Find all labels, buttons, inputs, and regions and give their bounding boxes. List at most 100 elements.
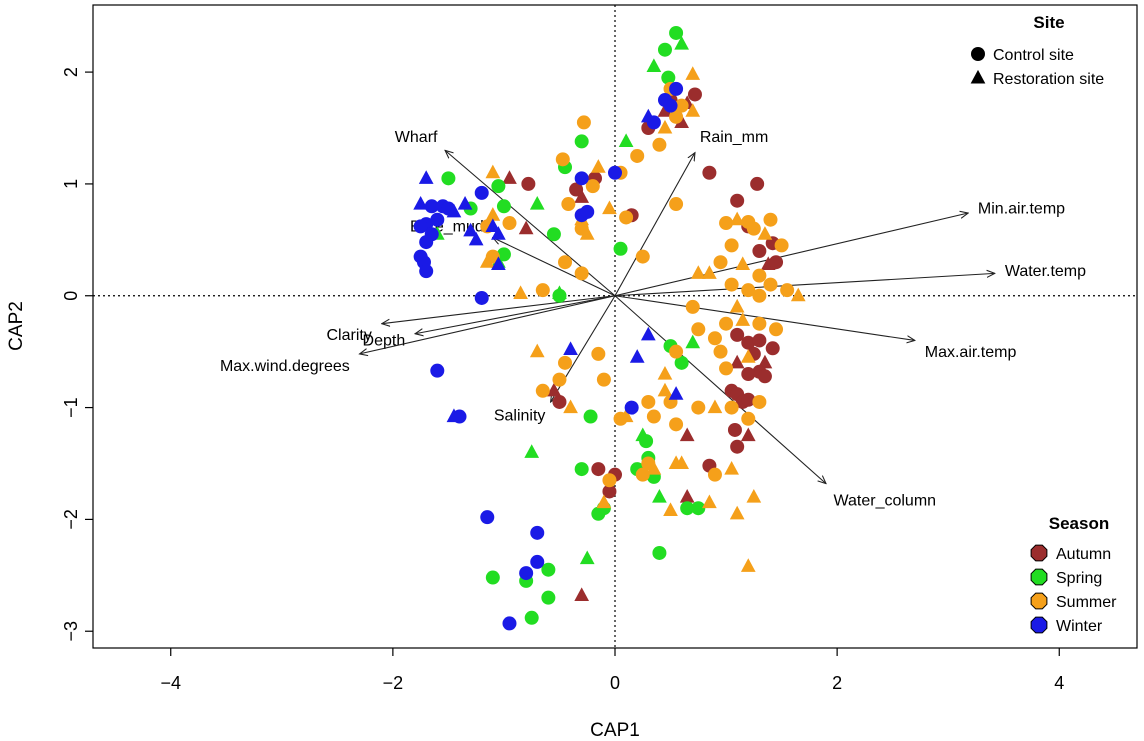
data-point-summer-circle xyxy=(752,394,767,409)
data-point-spring-triangle xyxy=(618,133,634,147)
data-point-summer-triangle xyxy=(663,502,678,516)
data-point-summer-circle xyxy=(669,417,684,432)
data-point-spring-triangle xyxy=(652,488,667,503)
legend-swatch-spring xyxy=(1030,568,1048,586)
legend-label-summer: Summer xyxy=(1056,594,1117,611)
data-point-summer-triangle xyxy=(485,207,501,221)
data-point-autumn-circle xyxy=(752,333,767,348)
data-point-spring-circle xyxy=(541,562,556,577)
vector-label-min-air-temp: Min.air.temp xyxy=(978,201,1065,218)
data-point-spring-circle xyxy=(583,409,598,424)
data-point-winter-circle xyxy=(419,264,434,279)
data-point-summer-triangle xyxy=(685,66,701,80)
data-point-summer-circle xyxy=(674,98,689,113)
data-point-summer-circle xyxy=(561,197,576,212)
data-point-autumn-circle xyxy=(757,369,772,384)
data-point-summer-circle xyxy=(555,152,570,167)
vector-arrow-rain-mm xyxy=(614,153,695,297)
x-tick-label: 0 xyxy=(610,673,620,693)
legend-marker-restoration-site xyxy=(970,69,986,84)
axes: −4 −2 0 2 4 −3 −2 −1 0 1 2 xyxy=(61,67,1064,693)
data-point-summer-circle xyxy=(724,400,739,415)
data-point-autumn-triangle xyxy=(574,189,590,203)
data-point-summer-circle xyxy=(769,322,784,337)
data-point-summer-circle xyxy=(669,344,684,359)
y-tick-label: 0 xyxy=(61,291,81,301)
data-point-summer-circle xyxy=(713,255,728,270)
data-point-autumn-circle xyxy=(741,392,756,407)
data-point-summer-triangle xyxy=(479,254,495,268)
data-point-summer-triangle xyxy=(702,265,717,279)
data-point-summer-circle xyxy=(558,255,573,270)
data-point-summer-circle xyxy=(641,394,656,409)
data-point-winter-triangle xyxy=(485,218,501,232)
data-point-spring-circle xyxy=(524,610,539,625)
data-point-winter-circle xyxy=(474,290,489,305)
data-point-autumn-triangle xyxy=(679,427,695,442)
data-point-winter-circle xyxy=(530,554,545,569)
data-point-summer-circle xyxy=(763,212,778,227)
data-point-winter-triangle xyxy=(418,170,434,184)
legend-label-restoration-site: Restoration site xyxy=(993,71,1104,88)
data-point-spring-circle xyxy=(680,501,695,516)
data-point-summer-circle xyxy=(576,115,591,130)
data-point-winter-triangle xyxy=(640,326,656,341)
legend-swatch-summer xyxy=(1030,592,1048,610)
data-point-autumn-circle xyxy=(521,176,536,191)
data-point-summer-circle xyxy=(619,210,634,225)
data-point-autumn-circle xyxy=(730,439,745,454)
data-point-spring-triangle xyxy=(524,444,540,458)
data-point-winter-circle xyxy=(663,98,678,113)
y-tick-label: 2 xyxy=(61,67,81,77)
data-point-autumn-triangle xyxy=(657,103,673,117)
site-legend: Site Control site Restoration site xyxy=(970,13,1104,88)
data-point-summer-triangle xyxy=(657,382,673,397)
x-axis-title: CAP1 xyxy=(590,720,640,741)
vector-arrow-max-wind-degrees xyxy=(360,295,616,354)
data-point-spring-triangle xyxy=(685,334,701,349)
data-point-winter-circle xyxy=(419,235,434,250)
legend-swatch-winter xyxy=(1030,616,1048,634)
data-point-winter-circle xyxy=(413,219,428,234)
data-point-spring-circle xyxy=(441,171,456,186)
data-point-winter-triangle xyxy=(468,231,484,246)
data-point-autumn-triangle xyxy=(740,427,756,442)
data-point-winter-circle xyxy=(430,363,445,378)
data-point-summer-triangle xyxy=(702,494,717,509)
data-point-summer-circle xyxy=(669,197,684,212)
data-point-summer-circle xyxy=(535,383,550,398)
data-point-spring-circle xyxy=(541,590,556,605)
data-point-autumn-triangle xyxy=(729,354,745,369)
data-point-spring-triangle xyxy=(579,550,595,565)
legend-label-autumn: Autumn xyxy=(1056,546,1111,563)
vector-label-salinity: Salinity xyxy=(494,408,546,425)
data-point-summer-triangle xyxy=(757,226,773,240)
data-point-spring-circle xyxy=(661,70,676,85)
data-point-summer-triangle xyxy=(729,211,745,226)
data-point-winter-triangle xyxy=(491,256,506,270)
data-point-summer-circle xyxy=(741,283,756,298)
data-point-winter-triangle xyxy=(491,226,506,240)
data-point-summer-circle xyxy=(719,361,734,376)
data-point-winter-triangle xyxy=(446,203,462,218)
data-point-spring-circle xyxy=(546,227,561,242)
data-point-autumn-circle xyxy=(569,182,584,197)
data-point-summer-circle xyxy=(746,221,761,236)
data-point-winter-circle xyxy=(424,199,439,214)
vector-label-wharf: Wharf xyxy=(395,129,438,146)
data-point-summer-circle xyxy=(780,283,795,298)
vector-arrow-bare-mud xyxy=(493,238,616,297)
data-point-winter-circle xyxy=(580,204,595,219)
data-point-summer-circle xyxy=(652,137,667,152)
data-point-autumn-triangle xyxy=(546,382,562,397)
vector-label-clarity: Clarity xyxy=(326,327,371,344)
data-points xyxy=(413,25,806,631)
data-point-summer-circle xyxy=(635,249,650,264)
data-point-spring-triangle xyxy=(646,58,662,73)
data-point-summer-triangle xyxy=(729,505,745,520)
data-point-summer-circle xyxy=(724,277,739,292)
data-point-summer-triangle xyxy=(685,103,701,117)
data-point-winter-circle xyxy=(646,115,661,130)
data-point-autumn-circle xyxy=(602,484,617,499)
